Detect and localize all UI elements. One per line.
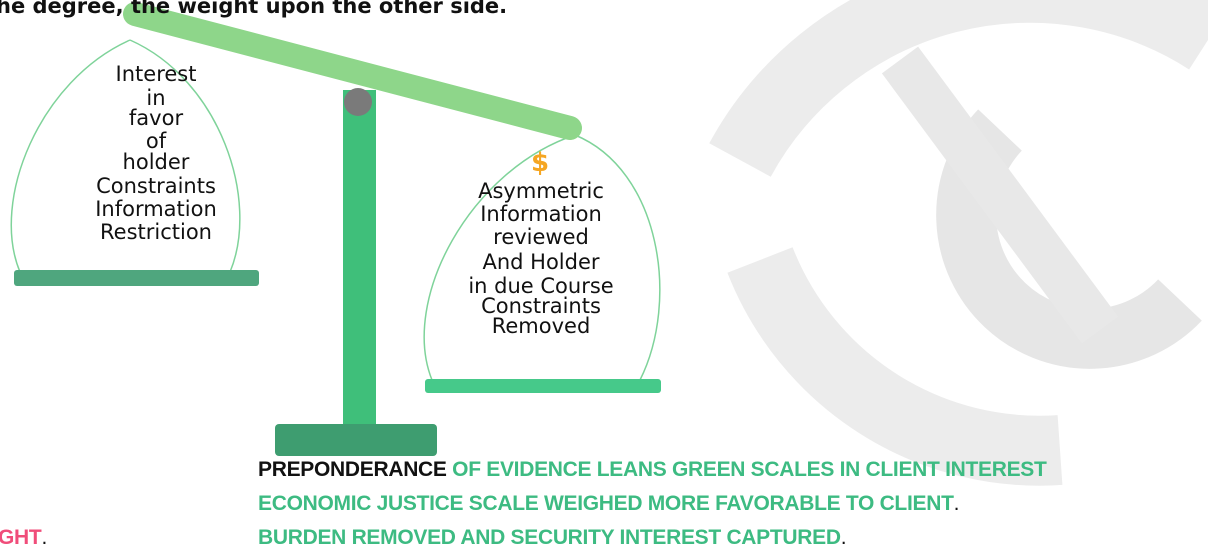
- dollar-symbol: $: [531, 150, 549, 176]
- pan-line: Constraints: [96, 176, 216, 197]
- footer-line: BURDEN REMOVED AND SECURITY INTEREST CAP…: [258, 526, 846, 550]
- header-title: he degree, the weight upon the other sid…: [0, 0, 507, 18]
- period: .: [41, 526, 47, 549]
- left-platform: [14, 270, 259, 286]
- footer-line: ECONOMIC JUSTICE SCALE WEIGHED MORE FAVO…: [258, 492, 959, 516]
- footer-left-text: GHT: [0, 526, 41, 549]
- pan-line: Information: [95, 199, 217, 220]
- pan-line: And Holder: [482, 252, 599, 273]
- pan-line: reviewed: [493, 227, 589, 248]
- footer-line: PREPONDERANCE OF EVIDENCE LEANS GREEN SC…: [258, 458, 1047, 482]
- pan-line: Interest: [116, 64, 197, 85]
- pivot: [344, 88, 372, 116]
- period: .: [841, 526, 847, 549]
- footer-left: GHT.: [0, 526, 47, 550]
- footer-text: ECONOMIC JUSTICE SCALE WEIGHED MORE FAVO…: [258, 492, 954, 515]
- pan-line: Information: [480, 204, 602, 225]
- page: {"header": {"title": "he degree, the wei…: [0, 0, 1208, 548]
- pan-line: Asymmetric: [478, 181, 604, 202]
- right-platform: [425, 379, 661, 393]
- footer-text: BURDEN REMOVED AND SECURITY INTEREST CAP…: [258, 526, 841, 549]
- pan-line: Removed: [492, 316, 591, 337]
- pan-line: Restriction: [100, 222, 212, 243]
- watermark: [740, 0, 1208, 451]
- footer-text: OF EVIDENCE LEANS GREEN SCALES IN CLIENT…: [447, 458, 1047, 481]
- pan-line: favor: [129, 108, 183, 129]
- base: [275, 424, 437, 456]
- footer-lead: PREPONDERANCE: [258, 458, 447, 481]
- pan-line: holder: [123, 152, 190, 173]
- period: .: [954, 492, 960, 515]
- pan-line: of: [146, 131, 166, 152]
- pillar: [343, 90, 376, 430]
